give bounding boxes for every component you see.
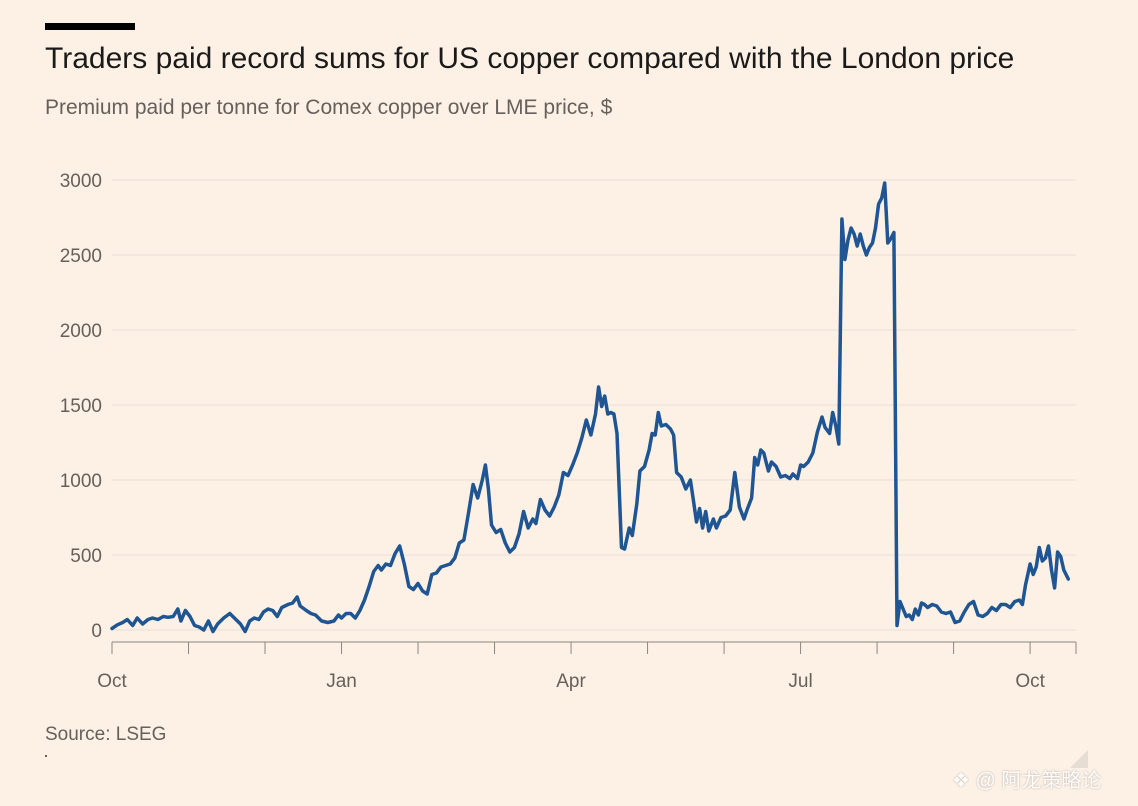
source-dot (45, 755, 47, 757)
x-tick-label-jan: Jan (326, 671, 357, 692)
y-tick-label-500: 500 (70, 546, 102, 567)
y-tick-label-1500: 1500 (60, 396, 102, 417)
source-note: Source: LSEG (45, 724, 167, 745)
y-tick-label-1000: 1000 (60, 471, 102, 492)
watermark: ❖ @ 阿龙策略论 (952, 770, 1102, 792)
y-tick-label-3000: 3000 (60, 171, 102, 192)
x-tick-label-apr: Apr (556, 671, 586, 692)
x-axis: Oct Jan Apr Jul Oct (97, 641, 1077, 692)
x-tick-label-jul: Jul (788, 671, 812, 692)
x-tick-label-oct: Oct (97, 671, 127, 692)
chart-subtitle: Premium paid per tonne for Comex copper … (45, 96, 613, 119)
y-tick-label-2000: 2000 (60, 321, 102, 342)
x-tick-label-oct: Oct (1015, 671, 1045, 692)
y-axis-tick-labels: 0 500 1000 1500 2000 2500 3000 (60, 171, 102, 642)
y-tick-label-0: 0 (91, 621, 102, 642)
series-line-0 (110, 181, 1071, 634)
chart-title: Traders paid record sums for US copper c… (45, 42, 1015, 75)
corner-fold-decoration (1070, 750, 1088, 768)
top-rule (45, 23, 135, 30)
y-tick-label-2500: 2500 (60, 246, 102, 267)
gridlines (112, 179, 1076, 631)
series-layer (110, 181, 1071, 634)
